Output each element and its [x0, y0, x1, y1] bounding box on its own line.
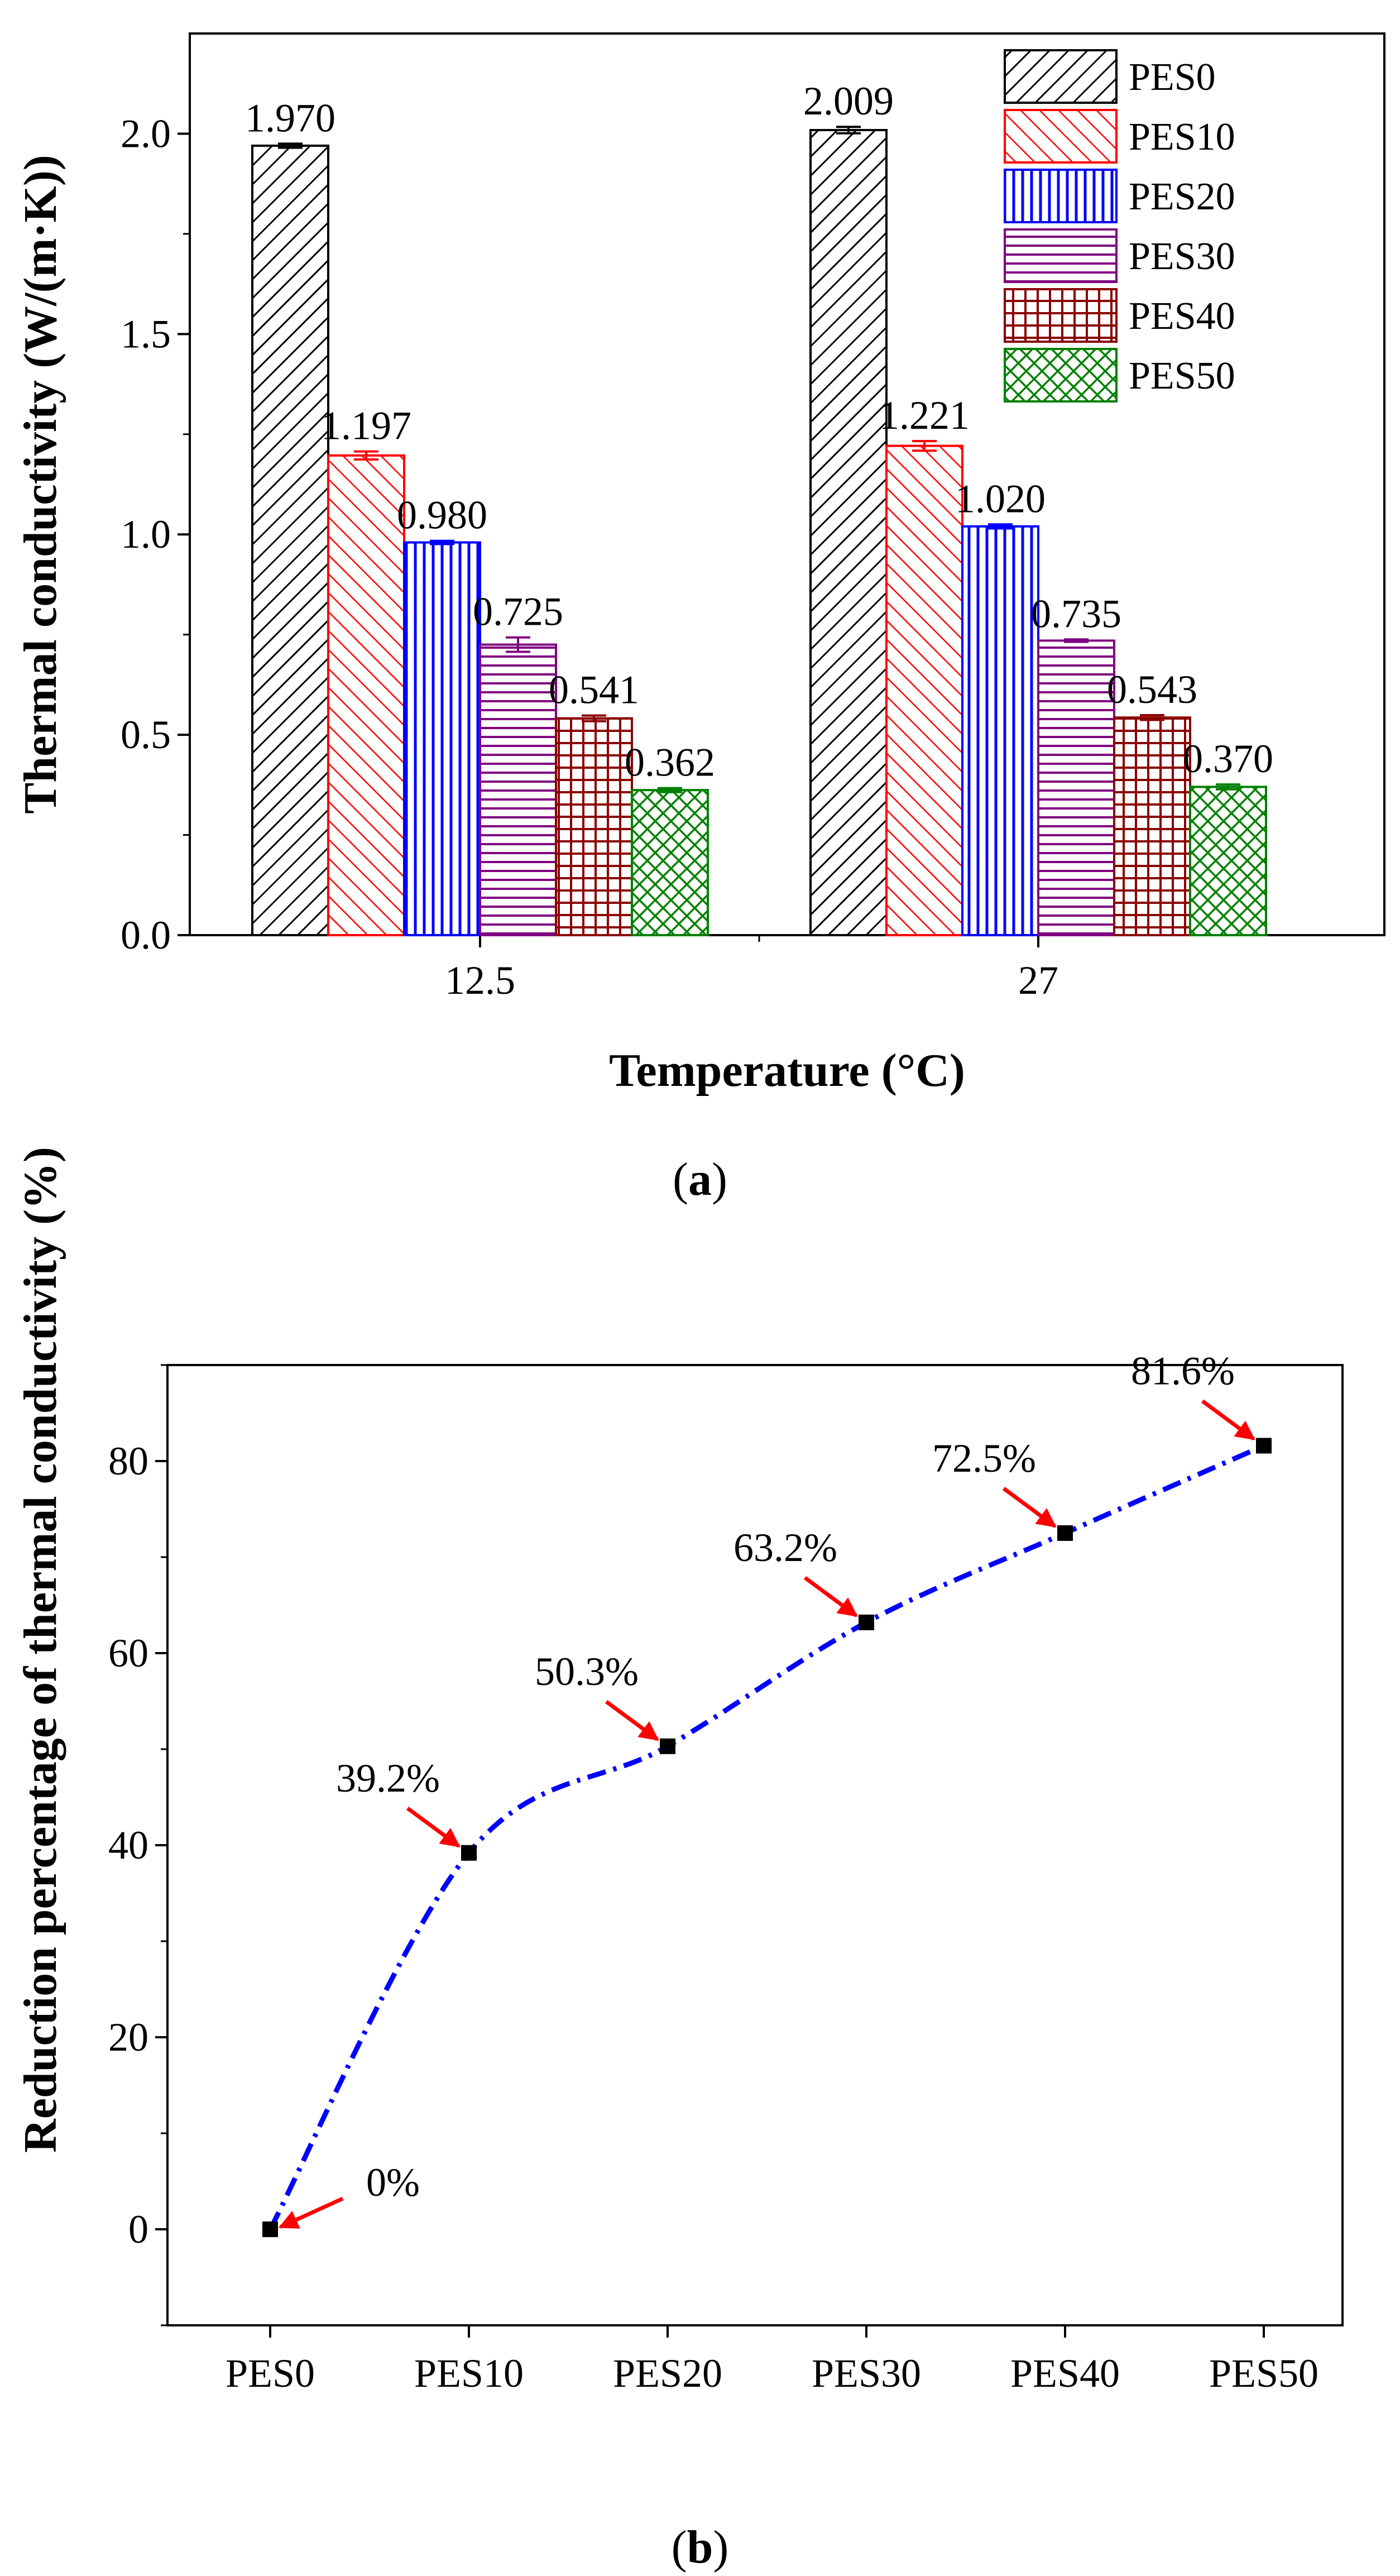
x-tick-label-a: 27 — [1018, 958, 1058, 1003]
plot-frame-b — [166, 1364, 1344, 2326]
legend-swatch-pes40 — [1004, 288, 1118, 343]
legend-label-pes30: PES30 — [1129, 235, 1235, 278]
annotation-arrow — [1002, 1487, 1057, 1528]
legend-swatch-pes50 — [1004, 348, 1118, 403]
data-label-b: 50.3% — [535, 1649, 639, 1694]
data-label-b: 0% — [366, 2160, 420, 2205]
legend-label-pes40: PES40 — [1129, 295, 1235, 338]
y-tick-label-b: 40 — [108, 1823, 148, 1868]
panel-label-a-letter: a — [688, 1153, 712, 1205]
data-label-a: 1.020 — [955, 476, 1046, 521]
data-label-a: 0.725 — [473, 590, 563, 634]
bar-pes10-12_5 — [327, 454, 405, 936]
panel-label-b: (b) — [672, 2521, 729, 2573]
y-tick-label-b: 60 — [108, 1631, 148, 1675]
annotation-arrow — [605, 1700, 659, 1741]
data-point-pes0 — [262, 2221, 278, 2237]
annotation-arrow — [803, 1576, 858, 1617]
chart-b: 0 20 40 60 80 PES0 PES10 PES20 PES30 PES40 PES50 Re… — [15, 1147, 1344, 2396]
fit-curve — [268, 1443, 1265, 2231]
data-label-a: 1.970 — [245, 95, 335, 140]
data-point-pes20 — [660, 1738, 675, 1754]
panel-label-a: (a) — [673, 1153, 727, 1205]
x-tick-label-b: PES40 — [1010, 2351, 1120, 2396]
legend-swatch-pes10 — [1004, 109, 1118, 164]
data-label-a: 1.221 — [879, 393, 970, 438]
bar-pes40-27 — [1113, 716, 1191, 937]
x-tick-label-b: PES10 — [414, 2351, 524, 2396]
annotation-arrow — [1201, 1399, 1255, 1441]
bar-pes20-12_5 — [403, 541, 481, 936]
data-label-a: 0.543 — [1107, 667, 1197, 712]
y-tick-label-a: 1.5 — [121, 312, 171, 356]
legend-label-pes20: PES20 — [1129, 175, 1235, 218]
y-axis-title-a: Thermal conductivity (W/(m·K)) — [15, 155, 66, 814]
y-tick-label-a: 0.0 — [121, 913, 171, 957]
legend-a: PES0 PES10 PES20 PES30 PES40 PES50 — [1004, 49, 1235, 403]
data-label-a: 0.980 — [397, 493, 487, 538]
bar-pes10-27 — [885, 444, 963, 936]
y-tick-label-b: 80 — [108, 1439, 148, 1483]
data-point-pes30 — [859, 1614, 874, 1630]
data-label-a: 0.541 — [549, 668, 639, 712]
x-tick-label-b: PES20 — [613, 2351, 722, 2396]
bar-pes30-12_5 — [479, 643, 557, 936]
x-axis-title-a: Temperature (°C) — [609, 1045, 965, 1097]
bar-pes0-12_5 — [251, 144, 329, 936]
bar-pes0-27 — [809, 128, 888, 936]
data-label-a: 0.370 — [1183, 736, 1273, 781]
annotation-arrow — [406, 1806, 461, 1848]
data-point-pes40 — [1057, 1525, 1073, 1541]
legend-swatch-pes30 — [1004, 228, 1118, 283]
data-label-a: 1.197 — [321, 404, 411, 448]
bar-pes50-12_5 — [631, 789, 709, 936]
chart-a: 0.0 0.5 1.0 1.5 2.0 12.5 27 Temperature (°C) The… — [15, 32, 1385, 1097]
y-tick-label-b: 20 — [108, 2015, 148, 2060]
y-tick-label-b: 0 — [128, 2207, 148, 2252]
plot-frame-a — [189, 32, 1385, 936]
y-tick-label-a: 0.5 — [121, 712, 171, 757]
data-point-pes50 — [1256, 1438, 1272, 1454]
bar-pes20-27 — [961, 525, 1039, 936]
data-label-b: 39.2% — [336, 1756, 440, 1801]
legend-swatch-pes0 — [1004, 49, 1118, 104]
legend-swatch-pes20 — [1004, 169, 1118, 223]
bar-pes40-12_5 — [555, 717, 633, 937]
data-label-a: 0.735 — [1031, 591, 1121, 636]
data-label-a: 0.362 — [625, 740, 715, 785]
bar-pes30-27 — [1037, 639, 1115, 936]
x-tick-label-a: 12.5 — [445, 958, 515, 1003]
x-tick-label-b: PES50 — [1209, 2351, 1319, 2396]
panel-label-b-letter: b — [687, 2521, 713, 2573]
x-tick-label-b: PES30 — [812, 2351, 921, 2396]
data-label-b: 72.5% — [932, 1436, 1036, 1481]
annotation-arrow — [278, 2196, 344, 2229]
data-label-b: 81.6% — [1131, 1348, 1235, 1393]
data-label-b: 63.2% — [733, 1525, 837, 1570]
legend-label-pes10: PES10 — [1129, 116, 1235, 159]
x-tick-label-b: PES0 — [226, 2351, 315, 2396]
data-point-pes10 — [461, 1845, 477, 1861]
y-tick-label-a: 1.0 — [121, 512, 171, 557]
legend-label-pes0: PES0 — [1129, 56, 1216, 99]
bar-pes50-27 — [1189, 786, 1267, 937]
legend-label-pes50: PES50 — [1129, 355, 1235, 398]
data-label-a: 2.009 — [803, 79, 894, 123]
y-tick-label-a: 2.0 — [121, 111, 171, 156]
y-axis-title-b: Reduction percentage of thermal conducti… — [15, 1147, 66, 2153]
